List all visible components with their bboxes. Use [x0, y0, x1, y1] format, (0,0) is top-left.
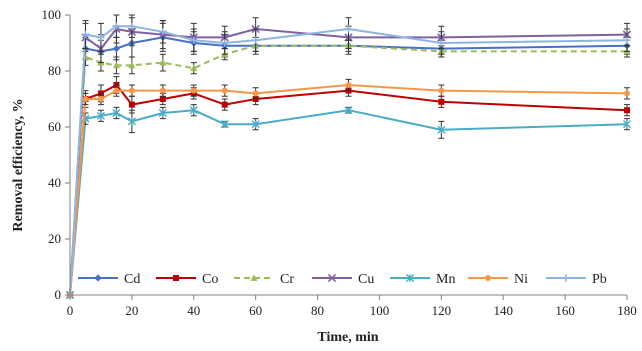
x-tick-label: 80: [311, 303, 324, 318]
legend-swatch-marker: [405, 273, 415, 283]
data-point: [624, 90, 630, 97]
series-line-cr: [69, 44, 627, 296]
data-point: [622, 120, 632, 129]
data-point: [344, 25, 353, 33]
legend-label: Pb: [592, 272, 607, 287]
plot-area: [65, 14, 632, 300]
legend-item-ni: Ni: [468, 272, 528, 287]
legend-label: Cr: [280, 272, 294, 287]
data-point: [221, 101, 228, 108]
data-point: [127, 117, 136, 126]
data-point: [97, 33, 105, 41]
x-tick-label: 140: [493, 303, 513, 318]
data-point: [128, 22, 136, 30]
legend-item-cd: Cd: [78, 272, 140, 287]
x-tick-label: 20: [125, 303, 138, 318]
legend-label: Cd: [124, 272, 140, 287]
data-point: [96, 111, 106, 120]
data-point: [112, 108, 121, 118]
series-line-cu: [69, 28, 628, 296]
data-point: [158, 108, 167, 118]
data-point: [624, 107, 630, 114]
data-point: [190, 87, 197, 94]
legend-item-co: Co: [156, 272, 218, 287]
legend-swatch-marker: [94, 274, 102, 282]
data-point: [128, 87, 135, 94]
legend: Cd Co Cr Cu Mn Ni Pb: [78, 272, 607, 287]
legend-label: Ni: [514, 272, 528, 287]
series-line-cd: [69, 36, 628, 296]
legend-swatch-marker: [485, 275, 491, 281]
data-point: [220, 120, 229, 129]
data-point: [438, 98, 445, 105]
legend-swatch-marker: [562, 274, 570, 282]
data-point: [97, 96, 104, 102]
data-point: [437, 125, 446, 134]
data-point: [128, 101, 135, 108]
data-point: [81, 31, 90, 39]
y-tick-label: 40: [48, 175, 61, 190]
x-tick-label: 100: [370, 303, 390, 318]
y-tick-label: 100: [42, 7, 62, 22]
legend-item-mn: Mn: [390, 272, 455, 287]
data-point: [252, 36, 260, 44]
data-point: [190, 36, 198, 44]
data-point: [437, 39, 445, 47]
data-point: [251, 120, 260, 129]
y-tick-label: 20: [48, 231, 61, 246]
data-point: [113, 87, 120, 94]
data-point: [438, 87, 445, 94]
series-ni: [67, 78, 630, 298]
data-point: [189, 106, 198, 115]
legend-label: Mn: [436, 272, 455, 287]
y-tick-label: 80: [48, 63, 61, 78]
legend-swatch-marker: [327, 273, 337, 283]
data-point: [112, 22, 121, 30]
x-tick-label: 160: [555, 303, 575, 318]
data-point: [159, 96, 166, 102]
series-line-mn: [69, 109, 628, 296]
series-pb: [66, 14, 631, 299]
x-tick-label: 0: [67, 303, 74, 318]
data-point: [112, 61, 121, 69]
data-point: [344, 106, 353, 115]
data-point: [128, 61, 136, 69]
axes: 0 20 40 60 80 100 0 20 40 60 80 100 120 140 160 180: [42, 7, 637, 318]
y-tick-label: 0: [55, 287, 62, 302]
y-tick-label: 60: [48, 119, 61, 134]
data-point: [159, 87, 166, 94]
data-point: [221, 39, 229, 47]
y-axis-title: Removal efficiency, %: [11, 98, 26, 231]
series-mn: [65, 104, 632, 300]
legend-item-pb: Pb: [546, 272, 607, 287]
legend-swatch-marker: [173, 275, 179, 281]
data-point: [252, 90, 259, 97]
data-point: [159, 28, 167, 36]
legend-item-cr: Cr: [234, 272, 294, 287]
data-point: [623, 36, 631, 44]
x-tick-label: 60: [249, 303, 262, 318]
data-point: [221, 87, 228, 94]
legend-item-cu: Cu: [312, 272, 374, 287]
legend-swatch-marker: [250, 274, 258, 281]
series-cd: [66, 22, 631, 299]
data-point: [82, 96, 89, 102]
data-point: [190, 64, 198, 72]
legend-label: Co: [202, 272, 218, 287]
x-tick-label: 180: [617, 303, 637, 318]
data-point: [345, 82, 352, 88]
data-point: [112, 45, 121, 53]
legend-label: Cu: [358, 272, 374, 287]
x-axis-title: Time, min: [317, 330, 378, 345]
data-point: [159, 59, 167, 66]
series-line-pb: [69, 25, 628, 296]
x-tick-label: 120: [432, 303, 452, 318]
series-cr: [66, 39, 631, 298]
series-cu: [65, 14, 632, 300]
x-tick-label: 40: [187, 303, 200, 318]
